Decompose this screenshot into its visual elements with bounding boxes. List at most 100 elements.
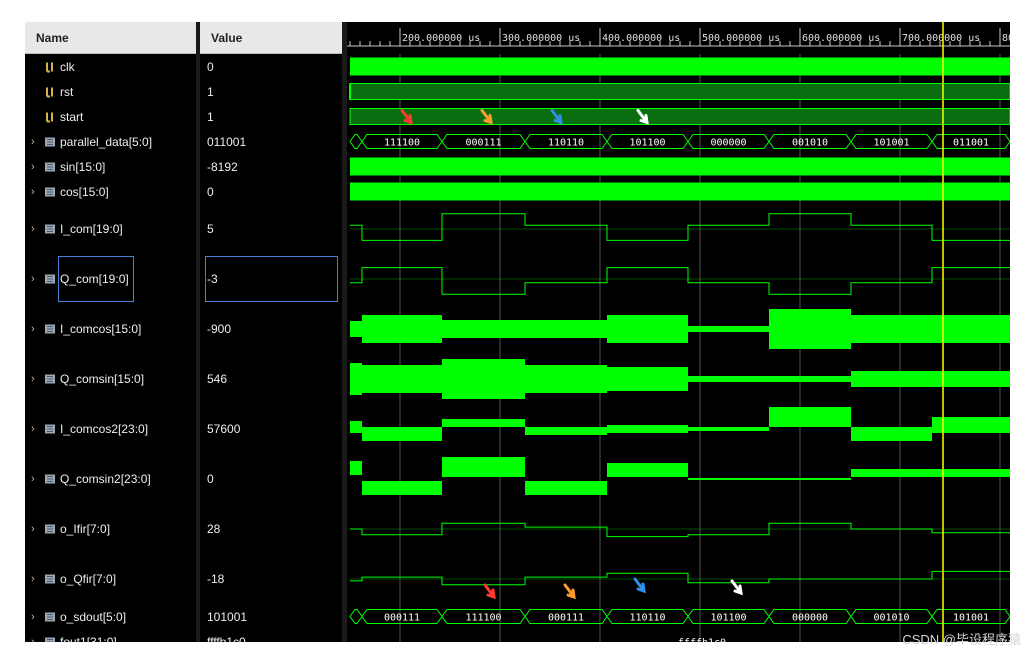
signal-value-list: 0 1 1 011001 -8192 0 5 -3 -900 546 57600 0 28 -18 1010… (200, 54, 342, 642)
i-comcos2-waveform (525, 427, 607, 435)
bus-signal-icon (45, 274, 55, 284)
expand-chevron-icon[interactable]: › (31, 635, 35, 643)
signal-value: 28 (207, 522, 221, 536)
q-comsin-waveform (362, 365, 442, 393)
signal-row-o-sdout[interactable]: › o_sdout[5:0] (25, 604, 196, 629)
timeline-tick-label: 300.000000 us (502, 33, 580, 44)
signal-value-row[interactable]: 5 (200, 204, 342, 254)
timeline-tick-label: 80 (1002, 33, 1010, 44)
signal-value-row[interactable]: 101001 (200, 604, 342, 629)
i-comcos-waveform (607, 315, 688, 343)
signal-row-i-comcos[interactable]: › I_comcos[15:0] (25, 304, 196, 354)
q-comsin2-waveform (442, 457, 525, 477)
signal-name: o_Qfir[7:0] (60, 572, 117, 586)
signal-value-row[interactable]: 0 (200, 54, 342, 79)
q-com-waveform (350, 267, 1010, 295)
bus-value-label: 111100 (384, 138, 420, 149)
signal-row-q-comsin2[interactable]: › Q_comsin2[23:0] (25, 454, 196, 504)
expand-chevron-icon[interactable]: › (31, 423, 35, 435)
signal-name: parallel_data[5:0] (60, 134, 153, 149)
signal-value-row[interactable]: 0 (200, 179, 342, 204)
timeline-tick-label: 400.000000 us (602, 33, 680, 44)
expand-chevron-icon[interactable]: › (31, 473, 35, 485)
signal-row-rst[interactable]: rst (25, 79, 196, 104)
q-comsin2-waveform (362, 481, 442, 495)
signal-row-i-comcos2[interactable]: › I_comcos2[23:0] (25, 404, 196, 454)
bus-signal-icon (45, 612, 55, 621)
signal-value: 0 (207, 472, 214, 486)
signal-value-row[interactable]: -900 (200, 304, 342, 354)
bus-value-label: 011001 (953, 138, 989, 149)
blue-arrow-icon (550, 109, 563, 125)
expand-chevron-icon[interactable]: › (31, 610, 35, 623)
expand-chevron-icon[interactable]: › (31, 273, 35, 285)
signal-name: I_comcos2[23:0] (60, 422, 149, 436)
expand-chevron-icon[interactable]: › (31, 185, 35, 198)
expand-chevron-icon[interactable]: › (31, 573, 35, 585)
signal-row-clk[interactable]: clk (25, 54, 196, 79)
bit-signal-icon (46, 112, 53, 122)
waveform-canvas[interactable]: 200.000000 us 300.000000 us 400.000000 us 5… (347, 22, 1010, 642)
signal-row-sin[interactable]: › sin[15:0] (25, 154, 196, 179)
o-ifir-waveform (350, 522, 1010, 538)
i-comcos-waveform (851, 315, 932, 343)
expand-chevron-icon[interactable]: › (31, 160, 35, 173)
signal-value-row[interactable]: 546 (200, 354, 342, 404)
expand-chevron-icon[interactable]: › (31, 135, 35, 148)
bus-signal-icon (45, 187, 55, 196)
expand-chevron-icon[interactable]: › (31, 373, 35, 385)
i-comcos-waveform (769, 309, 851, 349)
signal-row-parallel-data[interactable]: › parallel_data[5:0] (25, 129, 196, 154)
signal-row-o-qfir[interactable]: › o_Qfir[7:0] (25, 554, 196, 604)
signal-row-start[interactable]: start (25, 104, 196, 129)
i-comcos2-waveform (607, 425, 688, 433)
signal-value-row[interactable]: 57600 (200, 404, 342, 454)
signal-row-fout1[interactable]: › fout1[31:0] (25, 629, 196, 642)
signal-value-row[interactable]: 1 (200, 79, 342, 104)
value-column-header[interactable]: Value (200, 22, 342, 54)
orange-arrow-icon (480, 109, 493, 125)
bus-signal-icon (45, 224, 55, 234)
signal-name: I_com[19:0] (60, 222, 123, 236)
signal-value-row[interactable]: 011001 (200, 129, 342, 154)
signal-value-row[interactable]: ffffb1c0 (200, 629, 342, 643)
signal-row-o-ifir[interactable]: › o_Ifir[7:0] (25, 504, 196, 554)
signal-value-row[interactable]: 0 (200, 454, 342, 504)
expand-chevron-icon[interactable]: › (31, 523, 35, 535)
signal-value: -900 (207, 322, 232, 336)
signal-value: 5 (207, 222, 214, 236)
signal-row-q-comsin[interactable]: › Q_comsin[15:0] (25, 354, 196, 404)
signal-value-row[interactable]: -8192 (200, 154, 342, 179)
expand-chevron-icon[interactable]: › (31, 323, 35, 335)
column-splitter[interactable] (196, 22, 200, 642)
timeline-tick-label: 600.000000 us (802, 33, 880, 44)
i-comcos2-waveform (362, 427, 442, 441)
signal-value-row[interactable]: -3 (200, 254, 342, 304)
q-comsin2-waveform (769, 478, 851, 480)
signal-value-row[interactable]: -18 (200, 554, 342, 604)
signal-row-cos[interactable]: › cos[15:0] (25, 179, 196, 204)
q-comsin2-waveform (851, 469, 932, 477)
timeline-tick-label: 200.000000 us (402, 33, 480, 44)
name-column-header[interactable]: Name (25, 22, 196, 54)
bus-segment (349, 134, 363, 149)
expand-chevron-icon[interactable]: › (31, 223, 35, 235)
signal-row-q-com[interactable]: › Q_com[19:0] (25, 254, 196, 304)
orange-arrow-icon (563, 583, 576, 600)
i-comcos-waveform (350, 321, 362, 337)
signal-name: o_sdout[5:0] (60, 609, 127, 624)
signal-value-row[interactable]: 1 (200, 104, 342, 129)
q-comsin-waveform (688, 376, 769, 382)
i-comcos2-waveform (688, 427, 769, 431)
signal-row-i-com[interactable]: › I_com[19:0] (25, 204, 196, 254)
bus-value-label: 000000 (792, 613, 828, 624)
bus-value-label: 101001 (873, 138, 909, 149)
waveform-viewer: Name Value clk rst start › parallel_data[5:0… (25, 22, 1010, 642)
red-arrow-icon (400, 109, 413, 125)
q-comsin-waveform (769, 376, 851, 382)
signal-value-row[interactable]: 28 (200, 504, 342, 554)
white-arrow-icon (730, 579, 743, 596)
wave-splitter[interactable] (342, 22, 347, 642)
signal-name: fout1[31:0] (60, 634, 117, 643)
i-comcos-waveform (688, 326, 769, 332)
